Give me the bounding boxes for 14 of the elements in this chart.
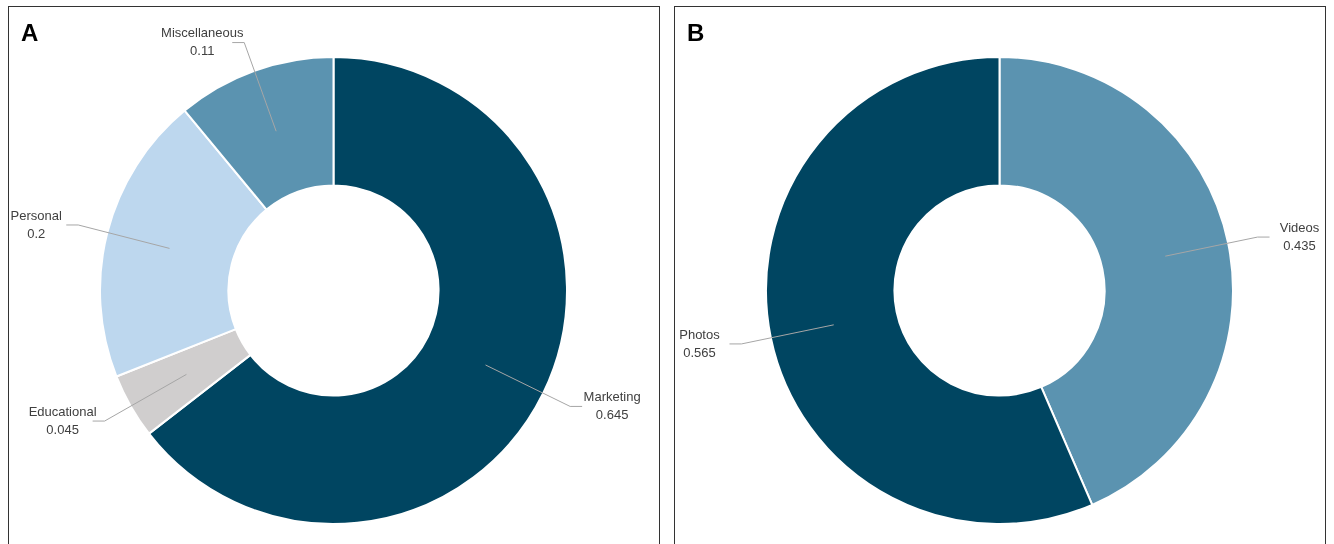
slice-label: Videos <box>1279 219 1320 235</box>
data-label: 0.435 <box>1283 237 1316 253</box>
slice-label: Photos <box>679 326 721 342</box>
data-label: 0.565 <box>683 344 716 360</box>
data-label: 0.645 <box>595 407 629 422</box>
slice-label: Personal <box>10 207 63 223</box>
chart-title: B <box>687 19 705 47</box>
data-label: 0.11 <box>190 43 215 59</box>
slice-label: Marketing <box>583 389 641 404</box>
slice-label: Miscellaneous <box>161 25 244 41</box>
data-label: 0.045 <box>46 421 79 437</box>
chart-title: A <box>21 19 39 47</box>
slice-label: Educational <box>28 403 97 419</box>
data-label: 0.2 <box>27 225 46 241</box>
